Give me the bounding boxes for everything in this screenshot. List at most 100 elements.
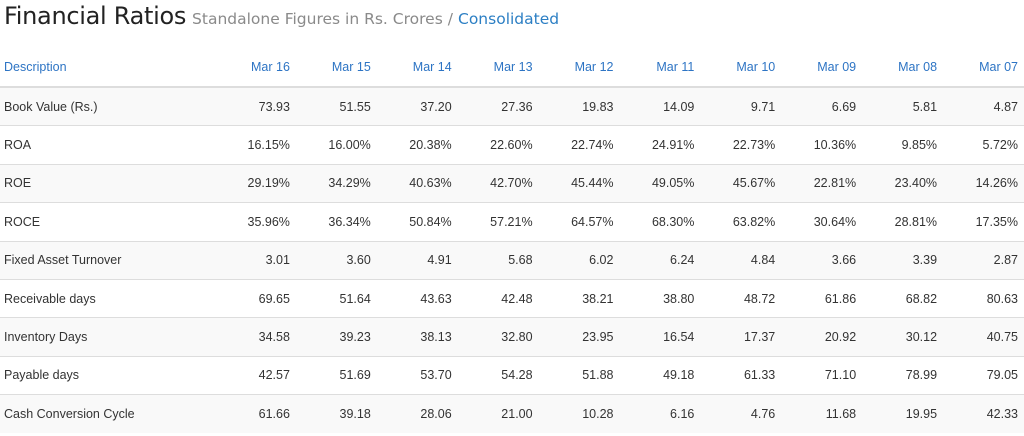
column-header-year: Mar 12	[538, 48, 620, 88]
table-cell: 68.30%	[619, 202, 701, 242]
table-cell: 5.72%	[943, 125, 1024, 165]
table-cell: 10.28	[538, 394, 620, 433]
table-cell: 40.75	[943, 317, 1024, 357]
table-cell: 80.63	[943, 278, 1024, 318]
table-cell: 28.06	[376, 394, 458, 433]
table-cell: 19.83	[538, 87, 620, 126]
column-header-year: Mar 15	[295, 48, 377, 88]
table-cell: 30.12	[862, 317, 944, 357]
table-row: Book Value (Rs.) 73.93 51.55 37.20 27.36 19.8…	[0, 87, 1024, 126]
table-cell: 22.60%	[457, 125, 539, 165]
table-cell: 22.73%	[700, 125, 782, 165]
table-cell: 4.76	[700, 394, 782, 433]
table-cell: 21.00	[457, 394, 539, 433]
table-row: ROCE 35.96% 36.34% 50.84% 57.21% 64.57% 68.30%…	[0, 202, 1024, 242]
financial-ratios-table: Description Mar 16 Mar 15 Mar 14 Mar 13 …	[0, 48, 1024, 433]
column-header-description: Description	[0, 48, 216, 88]
table-cell: 42.70%	[457, 163, 539, 203]
row-label: Cash Conversion Cycle	[0, 394, 216, 433]
page-header: Financial Ratios Standalone Figures in R…	[4, 2, 559, 38]
row-label: Book Value (Rs.)	[0, 87, 216, 126]
table-row: Cash Conversion Cycle 61.66 39.18 28.06 21.0…	[0, 394, 1024, 433]
table-row: ROE 29.19% 34.29% 40.63% 42.70% 45.44% 49.05% 4…	[0, 163, 1024, 203]
table-cell: 35.96%	[215, 202, 296, 242]
table-cell: 9.71	[700, 87, 782, 126]
table-cell: 16.00%	[295, 125, 377, 165]
column-header-year: Mar 11	[619, 48, 701, 88]
table-cell: 61.86	[781, 278, 863, 318]
table-cell: 34.29%	[295, 163, 377, 203]
table-cell: 42.33	[943, 394, 1024, 433]
table-cell: 53.70	[376, 355, 458, 395]
table-cell: 61.33	[700, 355, 782, 395]
table-cell: 22.74%	[538, 125, 620, 165]
page-title: Financial Ratios	[4, 2, 187, 30]
table-cell: 45.67%	[700, 163, 782, 203]
table-cell: 43.63	[376, 278, 458, 318]
table-cell: 6.16	[619, 394, 701, 433]
table-cell: 50.84%	[376, 202, 458, 242]
column-header-year: Mar 10	[700, 48, 782, 88]
table-cell: 6.69	[781, 87, 863, 126]
table-cell: 68.82	[862, 278, 944, 318]
table-cell: 16.54	[619, 317, 701, 357]
table-cell: 6.02	[538, 240, 620, 280]
row-label: ROCE	[0, 202, 216, 242]
table-cell: 5.68	[457, 240, 539, 280]
row-label: Inventory Days	[0, 317, 216, 357]
table-cell: 69.65	[215, 278, 296, 318]
table-cell: 14.26%	[943, 163, 1024, 203]
table-row: Fixed Asset Turnover 3.01 3.60 4.91 5.68 6.02…	[0, 240, 1024, 280]
table-cell: 39.23	[295, 317, 377, 357]
table-cell: 71.10	[781, 355, 863, 395]
table-cell: 19.95	[862, 394, 944, 433]
column-header-year: Mar 08	[862, 48, 944, 88]
table-cell: 63.82%	[700, 202, 782, 242]
table-cell: 2.87	[943, 240, 1024, 280]
table-cell: 10.36%	[781, 125, 863, 165]
table-cell: 17.35%	[943, 202, 1024, 242]
table-cell: 29.19%	[215, 163, 296, 203]
consolidated-link[interactable]: Consolidated	[458, 10, 560, 28]
table-cell: 51.69	[295, 355, 377, 395]
table-cell: 5.81	[862, 87, 944, 126]
table-cell: 51.55	[295, 87, 377, 126]
table-cell: 49.18	[619, 355, 701, 395]
row-label: Payable days	[0, 355, 216, 395]
table-cell: 3.39	[862, 240, 944, 280]
table-cell: 11.68	[781, 394, 863, 433]
table-cell: 27.36	[457, 87, 539, 126]
title-separator: /	[447, 10, 453, 28]
page-subtitle: Standalone Figures in Rs. Crores	[192, 10, 443, 28]
table-cell: 36.34%	[295, 202, 377, 242]
table-cell: 51.88	[538, 355, 620, 395]
table-cell: 78.99	[862, 355, 944, 395]
table-cell: 4.87	[943, 87, 1024, 126]
table-row: ROA 16.15% 16.00% 20.38% 22.60% 22.74% 24.91% 2…	[0, 125, 1024, 165]
table-cell: 23.95	[538, 317, 620, 357]
table-cell: 61.66	[215, 394, 296, 433]
table-cell: 23.40%	[862, 163, 944, 203]
table-cell: 42.57	[215, 355, 296, 395]
table-cell: 3.60	[295, 240, 377, 280]
table-cell: 4.84	[700, 240, 782, 280]
table-cell: 17.37	[700, 317, 782, 357]
table-cell: 54.28	[457, 355, 539, 395]
row-label: ROA	[0, 125, 216, 165]
table-cell: 40.63%	[376, 163, 458, 203]
table-cell: 14.09	[619, 87, 701, 126]
table-cell: 49.05%	[619, 163, 701, 203]
column-header-year: Mar 13	[457, 48, 539, 88]
row-label: Receivable days	[0, 278, 216, 318]
row-label: ROE	[0, 163, 216, 203]
table-cell: 37.20	[376, 87, 458, 126]
table-cell: 3.66	[781, 240, 863, 280]
column-header-year: Mar 07	[943, 48, 1024, 88]
table-cell: 24.91%	[619, 125, 701, 165]
table-cell: 45.44%	[538, 163, 620, 203]
table-cell: 22.81%	[781, 163, 863, 203]
table-cell: 64.57%	[538, 202, 620, 242]
table-cell: 79.05	[943, 355, 1024, 395]
table-cell: 32.80	[457, 317, 539, 357]
table-cell: 39.18	[295, 394, 377, 433]
